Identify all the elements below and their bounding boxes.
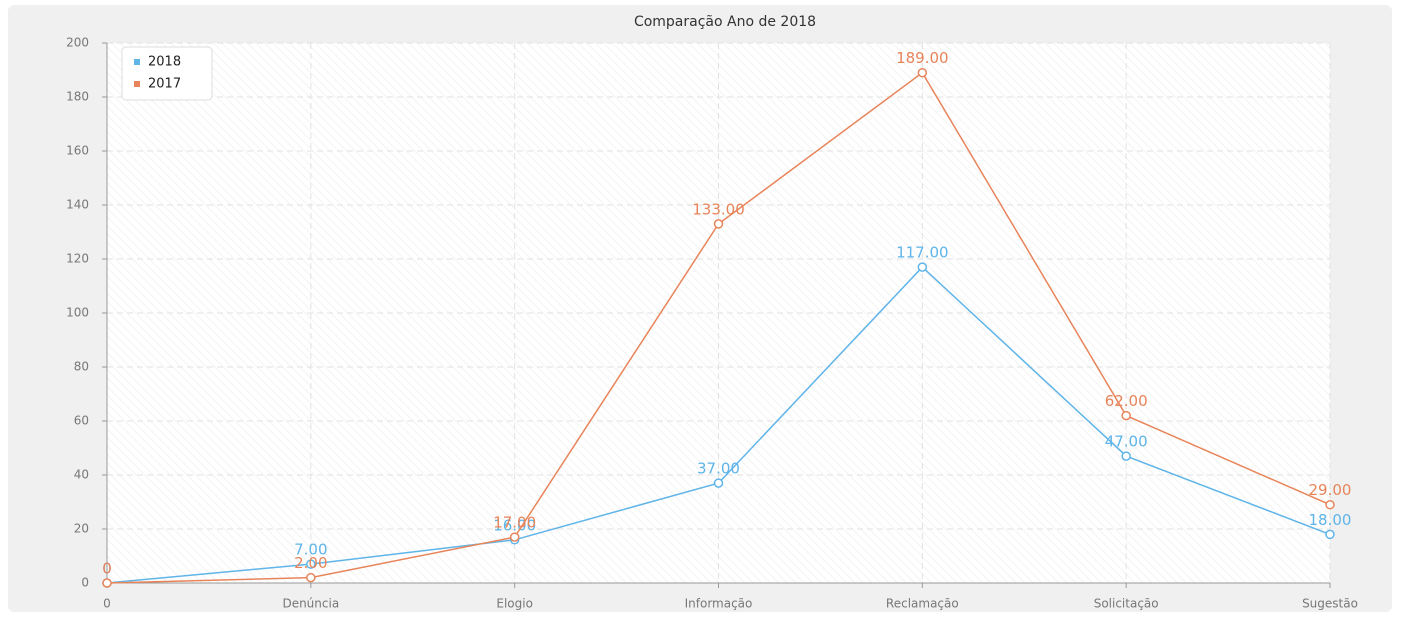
value-label: 18.00 bbox=[1309, 511, 1352, 529]
point bbox=[306, 559, 316, 569]
value-label: 47.00 bbox=[1105, 433, 1148, 451]
point bbox=[509, 532, 520, 542]
legend-label: 2018 bbox=[148, 55, 181, 70]
y-tick-label: 100 bbox=[66, 306, 89, 320]
y-tick-label: 180 bbox=[66, 90, 89, 104]
y-tick-label: 160 bbox=[66, 144, 89, 158]
x-tick-label: Sugestão bbox=[1302, 597, 1358, 611]
point bbox=[917, 67, 928, 78]
y-tick-label: 140 bbox=[66, 198, 89, 212]
y-tick-label: 80 bbox=[74, 360, 89, 374]
value-label: 29.00 bbox=[1309, 481, 1352, 499]
x-tick-label: Denúncia bbox=[282, 597, 339, 611]
y-tick-label: 40 bbox=[74, 468, 89, 482]
legend-swatch bbox=[134, 59, 140, 65]
point bbox=[1121, 410, 1131, 421]
chart-title: Comparação Ano de 2018 bbox=[634, 14, 816, 30]
point bbox=[1325, 499, 1335, 510]
x-tick-label: Informação bbox=[685, 597, 753, 611]
legend-box bbox=[121, 46, 213, 101]
y-tick-label: 60 bbox=[74, 414, 89, 428]
point bbox=[306, 572, 316, 583]
x-tick-label: Solicitação bbox=[1094, 597, 1159, 611]
point bbox=[1121, 451, 1131, 461]
y-tick-label: 20 bbox=[74, 522, 89, 536]
value-label: 133.00 bbox=[692, 200, 745, 218]
point bbox=[1325, 529, 1335, 540]
value-label: 2.00 bbox=[294, 554, 327, 572]
value-label: 0 bbox=[102, 560, 112, 578]
legend-swatch bbox=[134, 81, 140, 87]
y-tick-label: 0 bbox=[81, 576, 89, 590]
value-label: 62.00 bbox=[1105, 392, 1148, 410]
y-tick-label: 120 bbox=[66, 252, 89, 266]
legend-label: 2017 bbox=[148, 77, 181, 92]
value-label: 189.00 bbox=[896, 49, 949, 67]
point bbox=[102, 578, 112, 588]
x-tick-label: Elogio bbox=[496, 597, 533, 611]
point bbox=[713, 478, 724, 488]
value-label: 7.00 bbox=[294, 541, 327, 559]
value-label: 17.00 bbox=[493, 514, 536, 532]
x-tick-label: 0 bbox=[103, 597, 111, 611]
point bbox=[917, 262, 928, 272]
y-tick-label: 200 bbox=[66, 36, 89, 50]
value-label: 117.00 bbox=[896, 244, 949, 262]
point bbox=[713, 219, 724, 229]
value-label: 0 bbox=[102, 560, 112, 578]
value-label: 37.00 bbox=[697, 460, 740, 478]
x-tick-label: Reclamação bbox=[886, 597, 959, 611]
